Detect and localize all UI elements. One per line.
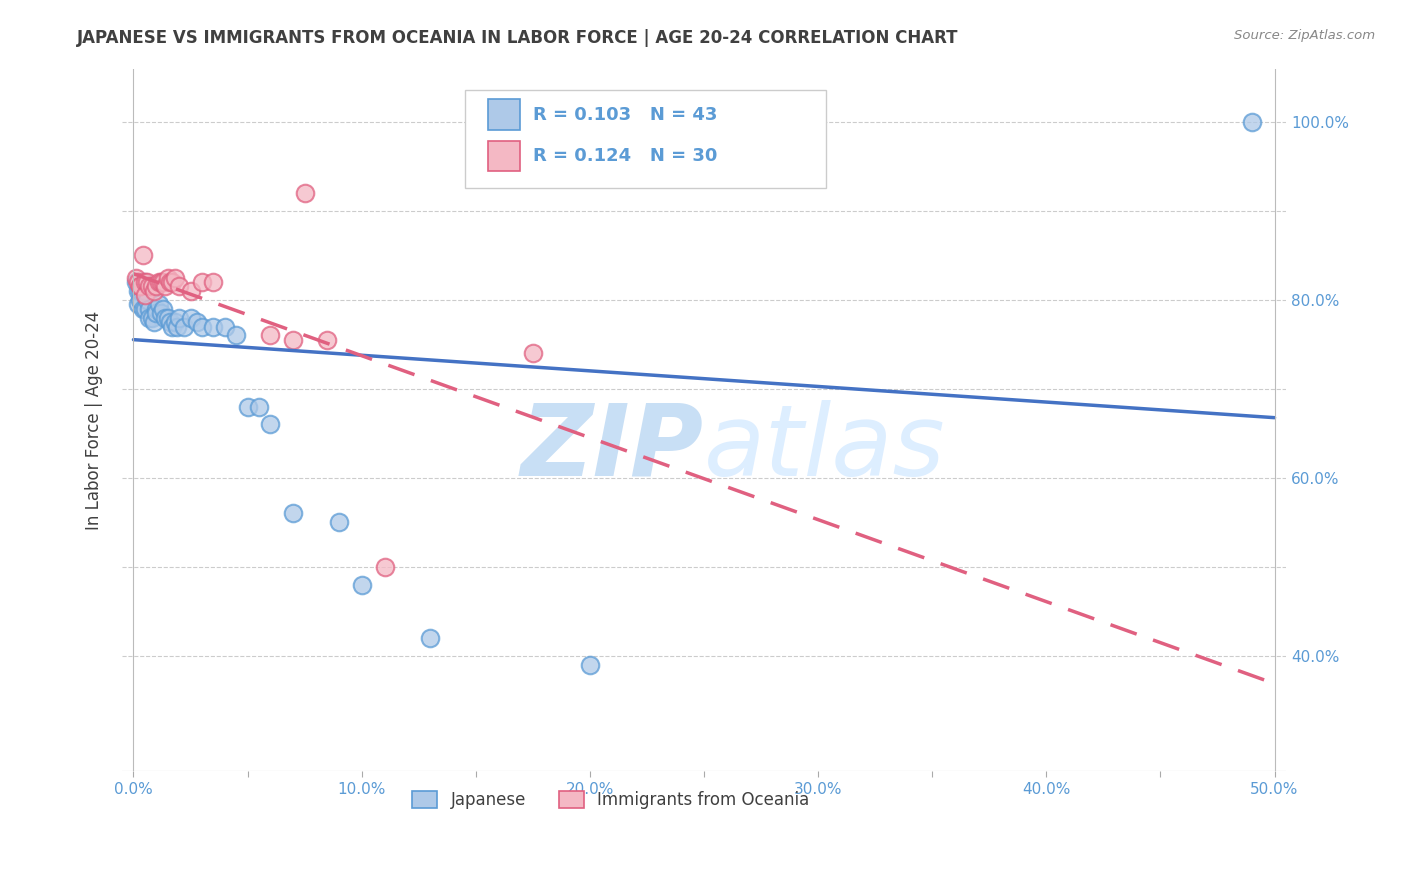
Point xyxy=(129,284,152,298)
Point xyxy=(163,315,186,329)
Point xyxy=(149,306,172,320)
Point xyxy=(127,275,149,289)
Point xyxy=(163,270,186,285)
Point xyxy=(1240,115,1263,129)
Point xyxy=(143,284,166,298)
Point xyxy=(166,319,188,334)
Text: R = 0.103   N = 43: R = 0.103 N = 43 xyxy=(533,106,717,124)
Point xyxy=(134,288,156,302)
Point xyxy=(283,507,305,521)
Point xyxy=(225,328,247,343)
Point xyxy=(162,275,184,289)
Point xyxy=(138,301,160,316)
Point xyxy=(236,400,259,414)
Point xyxy=(125,270,148,285)
Point xyxy=(167,310,190,325)
Point xyxy=(129,293,152,307)
Point xyxy=(283,333,305,347)
Text: ZIP: ZIP xyxy=(522,400,704,497)
Point xyxy=(156,310,179,325)
Text: Source: ZipAtlas.com: Source: ZipAtlas.com xyxy=(1234,29,1375,42)
Point xyxy=(155,310,177,325)
Point xyxy=(328,515,350,529)
FancyBboxPatch shape xyxy=(465,89,827,188)
Point xyxy=(259,328,281,343)
Point xyxy=(136,279,159,293)
FancyBboxPatch shape xyxy=(488,99,520,130)
Point xyxy=(149,275,172,289)
Legend: Japanese, Immigrants from Oceania: Japanese, Immigrants from Oceania xyxy=(405,784,817,816)
Point xyxy=(159,275,181,289)
Point xyxy=(129,279,152,293)
Point xyxy=(373,559,395,574)
Point xyxy=(191,319,214,334)
Point xyxy=(134,301,156,316)
Point xyxy=(156,270,179,285)
Point xyxy=(294,186,316,200)
Y-axis label: In Labor Force | Age 20-24: In Labor Force | Age 20-24 xyxy=(86,310,103,530)
Point xyxy=(167,279,190,293)
Point xyxy=(138,279,160,293)
Point xyxy=(152,301,174,316)
Point xyxy=(134,275,156,289)
Point xyxy=(579,657,602,672)
Text: JAPANESE VS IMMIGRANTS FROM OCEANIA IN LABOR FORCE | AGE 20-24 CORRELATION CHART: JAPANESE VS IMMIGRANTS FROM OCEANIA IN L… xyxy=(77,29,959,46)
Point xyxy=(419,631,441,645)
Point xyxy=(127,284,149,298)
Point xyxy=(129,279,152,293)
Point xyxy=(316,333,339,347)
Point xyxy=(145,301,167,316)
Text: R = 0.124   N = 30: R = 0.124 N = 30 xyxy=(533,147,717,165)
Point xyxy=(202,275,225,289)
Point xyxy=(125,275,148,289)
FancyBboxPatch shape xyxy=(488,141,520,171)
Point xyxy=(131,275,153,289)
Point xyxy=(159,315,181,329)
Point xyxy=(180,284,202,298)
Point xyxy=(173,319,195,334)
Point xyxy=(148,275,170,289)
Point xyxy=(522,346,544,360)
Point xyxy=(259,417,281,432)
Point xyxy=(145,279,167,293)
Point xyxy=(141,279,163,293)
Point xyxy=(136,293,159,307)
Point xyxy=(145,306,167,320)
Point xyxy=(162,319,184,334)
Point xyxy=(134,284,156,298)
Point xyxy=(191,275,214,289)
Point xyxy=(131,301,153,316)
Text: atlas: atlas xyxy=(704,400,946,497)
Point xyxy=(214,319,236,334)
Point xyxy=(138,310,160,325)
Point xyxy=(152,275,174,289)
Point xyxy=(186,315,208,329)
Point xyxy=(180,310,202,325)
Point xyxy=(247,400,270,414)
Point xyxy=(148,297,170,311)
Point xyxy=(141,310,163,325)
Point xyxy=(202,319,225,334)
Point xyxy=(143,315,166,329)
Point xyxy=(136,275,159,289)
Point xyxy=(155,279,177,293)
Point xyxy=(131,248,153,262)
Point xyxy=(350,577,373,591)
Point xyxy=(127,297,149,311)
